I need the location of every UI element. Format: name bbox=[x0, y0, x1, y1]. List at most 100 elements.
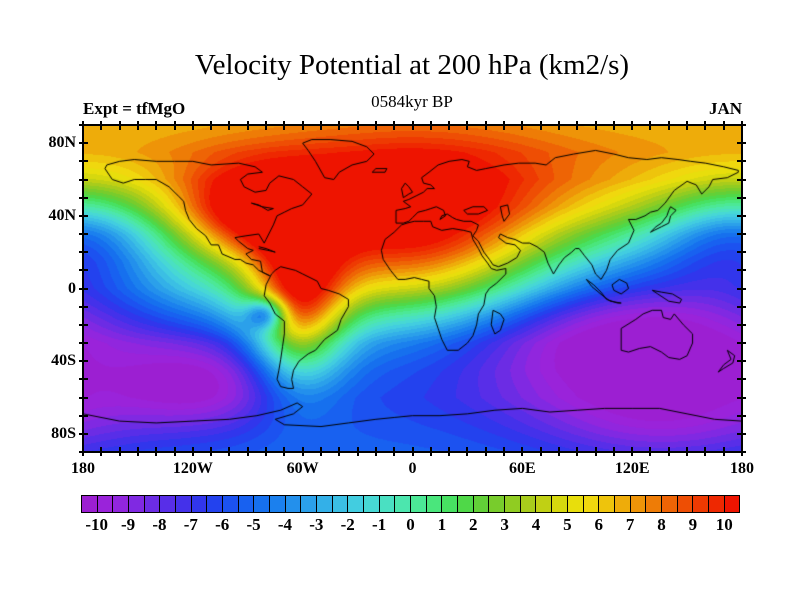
longitude-tick bbox=[393, 447, 396, 456]
latitude-tick bbox=[79, 378, 88, 381]
colorbar-cell bbox=[348, 496, 364, 512]
longitude-tick bbox=[576, 447, 579, 456]
longitude-tick bbox=[118, 447, 121, 456]
longitude-tick bbox=[576, 121, 579, 130]
longitude-tick bbox=[265, 447, 268, 456]
colorbar-cell bbox=[458, 496, 473, 512]
longitude-tick bbox=[612, 447, 615, 456]
colorbar-label--10: -10 bbox=[85, 515, 109, 534]
colorbar-label-10: 10 bbox=[715, 515, 733, 534]
longitude-tick bbox=[631, 121, 634, 130]
latitude-tick bbox=[737, 396, 746, 399]
longitude-tick bbox=[722, 447, 725, 456]
longitude-tick bbox=[631, 447, 634, 456]
colorbar-label--1: -1 bbox=[372, 515, 387, 534]
latitude-tick bbox=[737, 287, 746, 290]
latitude-tick bbox=[737, 251, 746, 254]
longitude-tick bbox=[667, 121, 670, 130]
colorbar-label--4: -4 bbox=[277, 515, 293, 534]
colorbar-cell bbox=[520, 496, 536, 512]
longitude-tick bbox=[722, 121, 725, 130]
latitude-tick bbox=[79, 360, 88, 363]
x-axis-label-120W-w: 120W bbox=[172, 460, 213, 477]
colorbar-cell bbox=[583, 496, 599, 512]
longitude-tick bbox=[338, 447, 341, 456]
longitude-tick bbox=[539, 121, 542, 130]
longitude-tick bbox=[466, 121, 469, 130]
longitude-tick bbox=[191, 447, 194, 456]
colorbar-label--6: -6 bbox=[215, 515, 230, 534]
longitude-tick bbox=[210, 447, 213, 456]
longitude-tick bbox=[283, 447, 286, 456]
month-label: JAN bbox=[708, 99, 742, 118]
colorbar-cell bbox=[97, 496, 113, 512]
colorbar-cell bbox=[693, 496, 708, 512]
colorbar-label--2: -2 bbox=[340, 515, 355, 534]
x-axis-label-180-w: 180 bbox=[71, 460, 95, 477]
longitude-tick bbox=[374, 447, 377, 456]
experiment-label: Expt = tfMgO bbox=[83, 99, 186, 118]
colorbar-label-0: 0 bbox=[406, 515, 415, 534]
x-axis-label-60W-w: 60W bbox=[286, 460, 319, 477]
colorbar-cell bbox=[677, 496, 693, 512]
colorbar-label-9: 9 bbox=[688, 515, 698, 534]
longitude-tick bbox=[521, 121, 524, 130]
longitude-tick bbox=[594, 121, 597, 130]
longitude-tick bbox=[191, 121, 194, 130]
longitude-tick bbox=[667, 447, 670, 456]
longitude-tick bbox=[484, 447, 487, 456]
latitude-tick bbox=[79, 160, 88, 163]
longitude-tick bbox=[503, 121, 506, 130]
latitude-tick bbox=[737, 451, 746, 453]
longitude-tick bbox=[136, 447, 139, 456]
colorbar-cell bbox=[614, 496, 630, 512]
colorbar-cell bbox=[379, 496, 395, 512]
longitude-tick bbox=[429, 447, 432, 456]
colorbar-cell bbox=[254, 496, 270, 512]
colorbar-label--5: -5 bbox=[246, 515, 261, 534]
colorbar-label--8: -8 bbox=[152, 515, 167, 534]
colorbar-cell bbox=[473, 496, 489, 512]
latitude-tick bbox=[737, 360, 746, 363]
latitude-tick bbox=[79, 124, 88, 126]
latitude-tick bbox=[737, 323, 746, 326]
colorbar-cell bbox=[301, 496, 317, 512]
colorbar-cell bbox=[724, 496, 740, 512]
longitude-tick bbox=[246, 447, 249, 456]
colorbar-label--9: -9 bbox=[120, 515, 136, 534]
y-axis-label-80N: 80N bbox=[48, 134, 76, 152]
longitude-tick bbox=[557, 447, 560, 456]
longitude-tick bbox=[448, 447, 451, 456]
colorbar-label-5: 5 bbox=[563, 515, 572, 534]
longitude-tick bbox=[100, 447, 103, 456]
date-label: 0584kyr BP bbox=[371, 92, 453, 111]
latitude-tick bbox=[79, 196, 88, 199]
latitude-tick bbox=[737, 269, 746, 272]
latitude-tick bbox=[737, 414, 746, 417]
latitude-tick bbox=[79, 214, 88, 217]
colorbar-cell bbox=[238, 496, 254, 512]
colorbar-cell bbox=[364, 496, 379, 512]
colorbar-cell bbox=[129, 496, 144, 512]
colorbar-label-1: 1 bbox=[437, 515, 447, 534]
colorbar-cell bbox=[113, 496, 129, 512]
longitude-tick bbox=[155, 121, 158, 130]
latitude-tick bbox=[737, 432, 746, 435]
colorbar-cell bbox=[207, 496, 223, 512]
longitude-tick bbox=[155, 447, 158, 456]
longitude-tick bbox=[374, 121, 377, 130]
colorbar-label--7: -7 bbox=[183, 515, 198, 534]
colorbar-cell bbox=[489, 496, 505, 512]
latitude-tick bbox=[79, 451, 88, 453]
colorbar-cell bbox=[426, 496, 442, 512]
colorbar-label-3: 3 bbox=[500, 515, 509, 534]
x-axis-label-120E-e: 120E bbox=[614, 460, 650, 477]
colorbar-cell bbox=[552, 496, 567, 512]
latitude-tick bbox=[737, 178, 746, 181]
colorbar-cell bbox=[536, 496, 552, 512]
longitude-tick bbox=[319, 121, 322, 130]
colorbar-label-2: 2 bbox=[469, 515, 478, 534]
latitude-tick bbox=[79, 305, 88, 308]
colorbar-label-4: 4 bbox=[531, 515, 541, 534]
colorbar-cell bbox=[144, 496, 160, 512]
